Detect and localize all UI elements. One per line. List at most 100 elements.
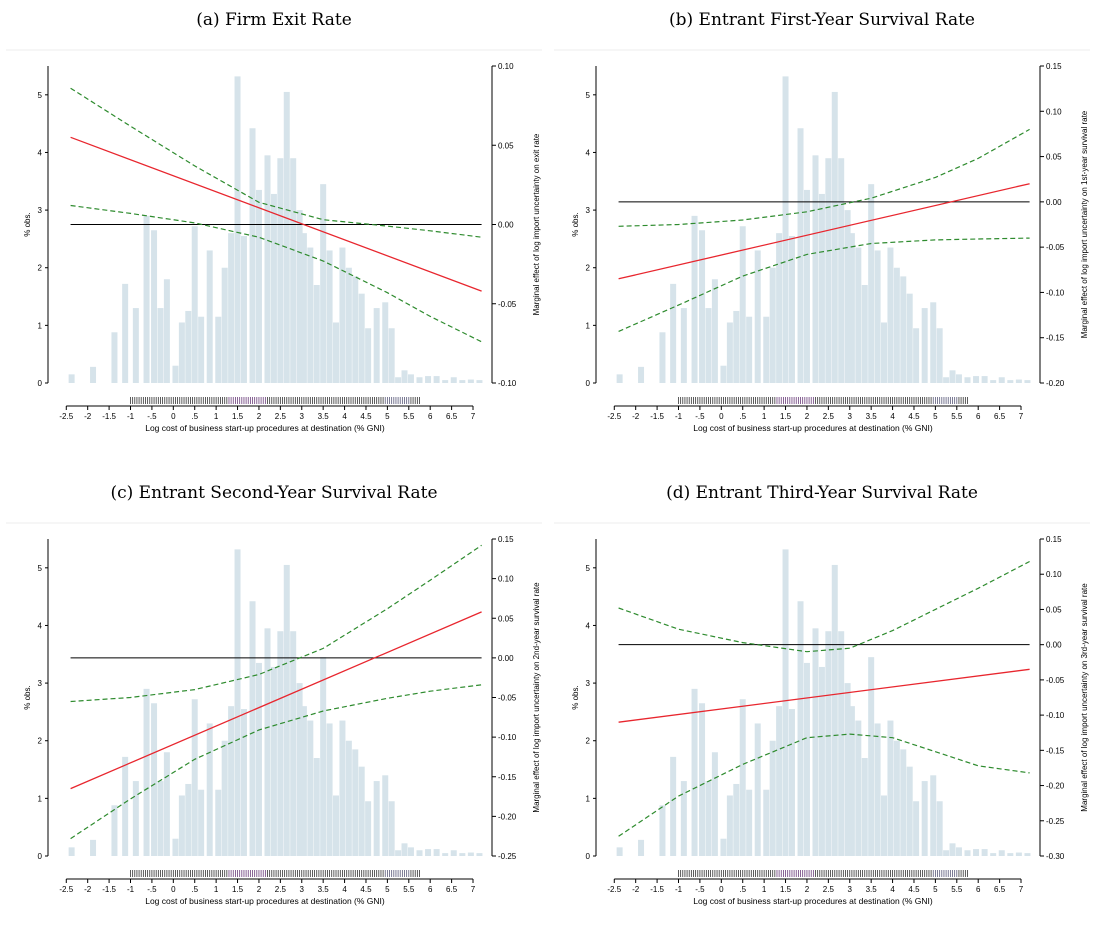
histogram-bar	[973, 849, 980, 856]
left-tick-label: 4	[586, 621, 591, 630]
histogram-bar	[769, 740, 776, 856]
right-tick-label: -0.10	[498, 379, 517, 388]
histogram-bar	[1007, 853, 1014, 856]
histogram-bar	[949, 843, 956, 856]
histogram-bar	[450, 377, 457, 383]
histogram-bar	[998, 377, 1005, 383]
x-tick-label: -.5	[695, 412, 705, 421]
right-tick-label: -0.05	[498, 694, 517, 703]
histogram-bar	[163, 279, 170, 383]
x-tick-label: -1.5	[650, 885, 664, 894]
ci-lower-line	[618, 237, 1030, 332]
x-tick-label: 3	[848, 412, 853, 421]
x-tick-label: 4.5	[908, 885, 920, 894]
histogram-bar	[151, 230, 158, 383]
x-tick-label: 3.5	[318, 885, 330, 894]
right-tick-label: -0.15	[498, 773, 517, 782]
histogram-bar	[868, 184, 875, 383]
histogram-bar	[726, 322, 733, 383]
histogram-bar	[1024, 380, 1031, 383]
marginal-effect-line	[70, 611, 482, 790]
histogram-bar	[333, 322, 340, 383]
right-tick-label: 0.00	[1046, 198, 1062, 207]
left-tick-label: 5	[38, 564, 43, 573]
right-tick-label: 0.10	[1046, 570, 1062, 579]
x-tick-label: 3	[848, 885, 853, 894]
histogram-bar	[782, 549, 789, 856]
histogram-bar	[442, 853, 449, 856]
histogram-bar	[307, 720, 314, 856]
histogram-bar	[943, 850, 950, 856]
right-tick-label: 0.10	[498, 575, 514, 584]
histogram-bar	[333, 795, 340, 856]
histogram-bar	[776, 233, 783, 383]
histogram-bar	[467, 852, 474, 856]
histogram-bar	[249, 601, 256, 856]
histogram-bar	[382, 302, 389, 383]
histogram-bar	[797, 601, 804, 856]
x-tick-label: .5	[739, 412, 746, 421]
x-tick-label: -.5	[695, 885, 705, 894]
x-tick-label: 2	[805, 412, 810, 421]
left-tick-label: 5	[38, 91, 43, 100]
histogram-bar	[264, 628, 271, 856]
histogram-bar	[670, 283, 677, 383]
histogram-bar	[616, 847, 623, 856]
histogram-bar	[680, 781, 687, 856]
histogram-bar	[450, 850, 457, 856]
histogram-bar	[365, 801, 372, 856]
x-tick-label: -2	[84, 412, 92, 421]
left-tick-label: 2	[586, 737, 591, 746]
histogram-bar	[320, 657, 327, 856]
left-tick-label: 3	[586, 679, 591, 688]
marginal-effect-line	[70, 136, 482, 292]
left-tick-label: 0	[38, 379, 43, 388]
right-tick-label: 0.05	[1046, 153, 1062, 162]
x-tick-label: .5	[739, 885, 746, 894]
left-tick-label: 3	[38, 206, 43, 215]
x-tick-label: 1	[214, 885, 219, 894]
left-tick-label: 3	[586, 206, 591, 215]
right-tick-label: 0.00	[498, 654, 514, 663]
histogram-bar	[998, 850, 1005, 856]
x-tick-label: -2.5	[59, 885, 73, 894]
histogram-bar	[949, 370, 956, 383]
right-tick-label: 0.00	[498, 221, 514, 230]
x-tick-label: 5	[385, 412, 390, 421]
right-tick-label: 0.00	[1046, 641, 1062, 650]
x-tick-label: 2.5	[275, 412, 287, 421]
histogram-bar	[339, 247, 346, 383]
x-tick-label: 2	[257, 412, 262, 421]
histogram-bar	[726, 795, 733, 856]
x-tick-label: 5.5	[403, 885, 415, 894]
ci-upper-line	[618, 128, 1030, 227]
histogram-bar	[290, 631, 297, 856]
histogram-bar	[754, 250, 761, 383]
x-tick-label: -1	[127, 885, 135, 894]
histogram-bar	[373, 308, 380, 383]
histogram-bar	[382, 775, 389, 856]
histogram-bar	[818, 666, 825, 856]
histogram-bar	[425, 376, 432, 383]
histogram-bar	[185, 310, 192, 383]
chart-first-year-survival: 0 1 2 3 4 5 % obs. 0.15 0.10 0.05 0.00 -0.05 -0.10 -0…	[554, 49, 1090, 433]
left-tick-label: 0	[38, 852, 43, 861]
histogram-bar	[990, 853, 997, 856]
histogram-bar	[215, 789, 222, 856]
histogram-bar	[300, 233, 307, 383]
right-tick-label: -0.05	[498, 300, 517, 309]
histogram-bar	[838, 631, 845, 856]
x-tick-label: 6	[976, 412, 981, 421]
histogram-bar	[1024, 853, 1031, 856]
x-tick-label: 6.5	[994, 412, 1006, 421]
x-tick-label: 6	[428, 412, 433, 421]
histogram-bar	[733, 310, 740, 383]
right-tick-label: 0.15	[1046, 62, 1062, 71]
x-tick-label: 5.5	[403, 412, 415, 421]
histogram-bar	[401, 843, 408, 856]
histogram-bar	[981, 849, 988, 856]
panel-title: (b) Entrant First-Year Survival Rate	[668, 10, 975, 30]
histogram-bar	[221, 267, 228, 383]
x-tick-label: 2	[257, 885, 262, 894]
histogram-bar	[848, 233, 855, 383]
